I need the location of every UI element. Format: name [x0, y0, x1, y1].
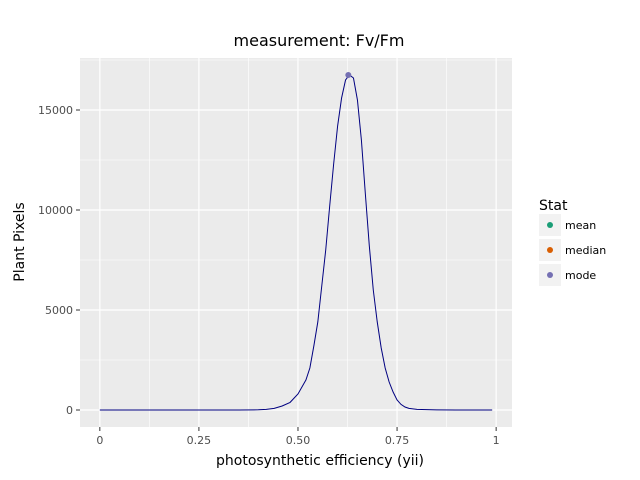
legend-label-median: median	[565, 244, 606, 257]
y-tick-label: 5000	[45, 304, 73, 317]
point-mode	[345, 72, 352, 78]
legend-label-mode: mode	[565, 269, 596, 282]
legend: Stat mean median mode	[539, 198, 606, 286]
x-tick-label: 0.25	[187, 434, 212, 447]
x-axis-title: photosynthetic efficiency (yii)	[216, 453, 424, 469]
minor-gridlines	[80, 58, 512, 427]
chart-title: measurement: Fv/Fm	[234, 31, 405, 50]
y-axis-ticks: 0 5000 10000 15000	[38, 104, 80, 417]
y-tick-label: 0	[66, 404, 73, 417]
x-tick-label: 0	[96, 434, 103, 447]
y-tick-label: 10000	[38, 204, 73, 217]
x-axis-ticks: 0 0.25 0.50 0.75 1	[96, 427, 500, 447]
x-tick-label: 0.75	[385, 434, 410, 447]
legend-swatch-mode	[547, 272, 553, 278]
legend-swatch-mean	[547, 222, 553, 228]
legend-items: mean median mode	[539, 214, 606, 286]
legend-label-mean: mean	[565, 219, 596, 232]
x-tick-label: 1	[493, 434, 500, 447]
stat-points	[345, 72, 352, 78]
legend-title: Stat	[539, 198, 568, 214]
series-line	[99, 74, 493, 411]
legend-swatch-median	[547, 247, 553, 253]
x-tick-label: 0.50	[286, 434, 311, 447]
y-tick-label: 15000	[38, 104, 73, 117]
y-axis-title: Plant Pixels	[12, 202, 28, 281]
plot-panel	[80, 58, 512, 427]
